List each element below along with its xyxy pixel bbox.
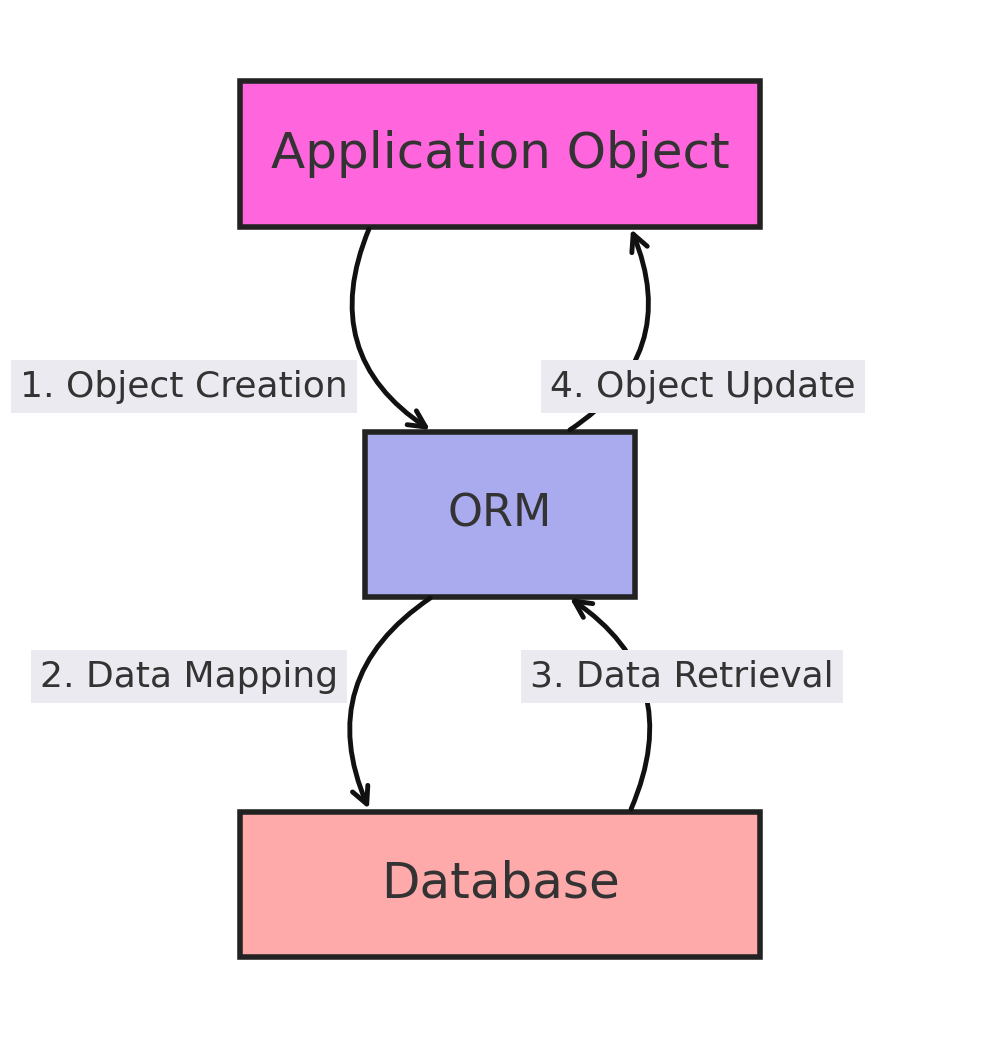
Text: 2. Data Mapping: 2. Data Mapping [40, 659, 338, 693]
Text: Database: Database [381, 860, 619, 908]
FancyBboxPatch shape [240, 811, 760, 957]
Text: 4. Object Update: 4. Object Update [550, 370, 856, 404]
FancyBboxPatch shape [240, 82, 760, 226]
Text: 3. Data Retrieval: 3. Data Retrieval [530, 659, 834, 693]
Text: ORM: ORM [448, 492, 552, 536]
Text: Application Object: Application Object [271, 130, 729, 178]
Text: 1. Object Creation: 1. Object Creation [20, 370, 348, 404]
FancyBboxPatch shape [365, 432, 635, 596]
